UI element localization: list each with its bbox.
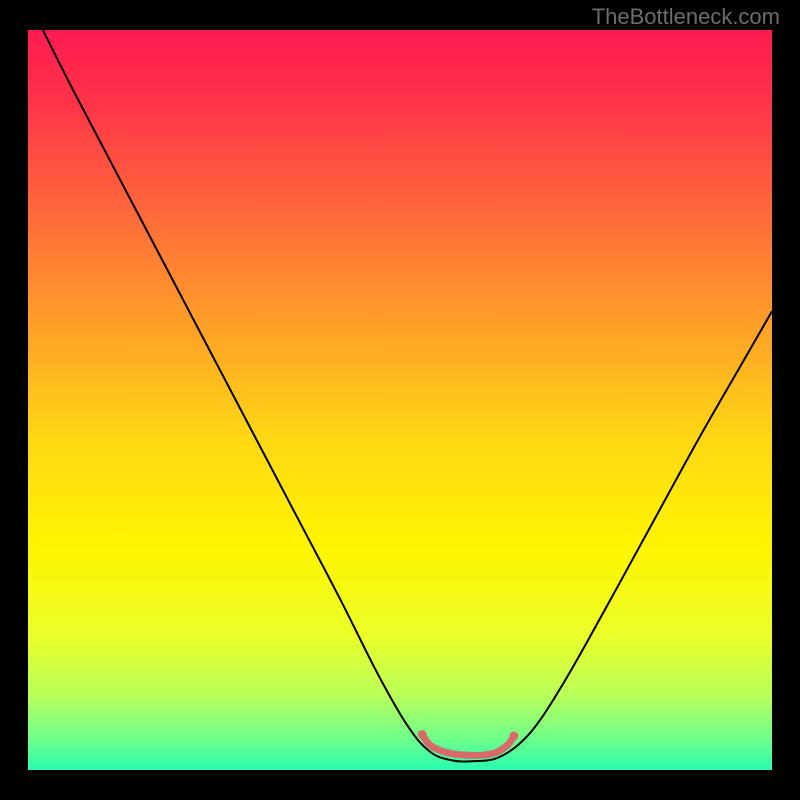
minimum-marker-start xyxy=(418,730,427,739)
minimum-marker-end xyxy=(509,731,518,740)
chart-background xyxy=(28,30,772,770)
watermark-text: TheBottleneck.com xyxy=(592,4,780,30)
chart-plot xyxy=(28,30,772,770)
